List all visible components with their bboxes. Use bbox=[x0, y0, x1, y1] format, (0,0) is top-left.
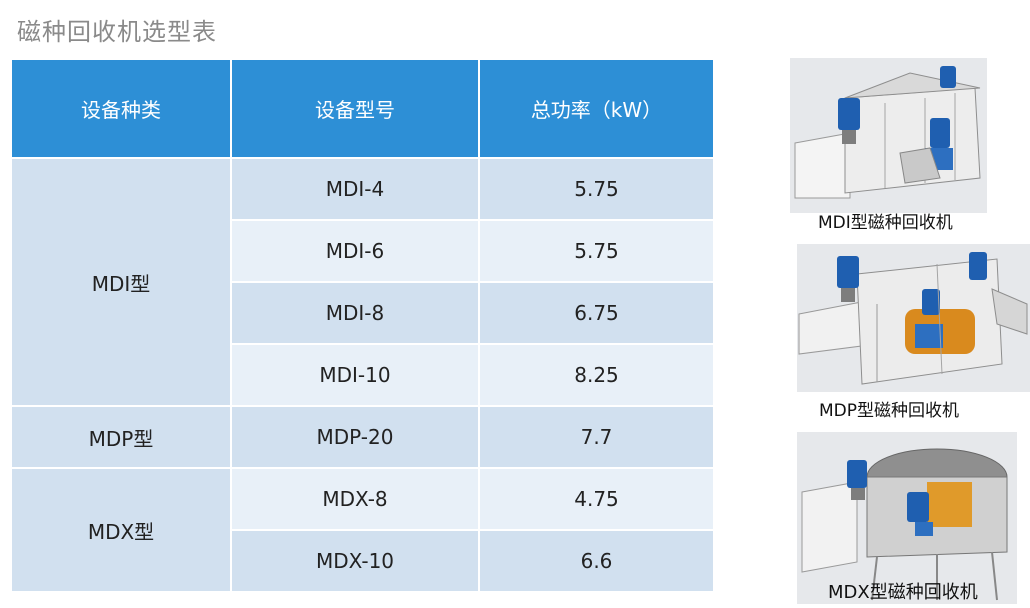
power-cell: 6.6 bbox=[479, 529, 713, 591]
category-cell-mdp: MDP型 bbox=[12, 405, 232, 468]
mdp-machine-image bbox=[797, 244, 1030, 392]
table-row: MDI-10 8.25 bbox=[12, 343, 713, 406]
header-equipment-type: 设备种类 bbox=[12, 60, 232, 158]
table-header-row: 设备种类 设备型号 总功率（kW） bbox=[12, 60, 713, 158]
mdi-caption: MDI型磁种回收机 bbox=[818, 213, 953, 233]
table-row: MDI-8 6.75 bbox=[12, 281, 713, 344]
model-cell: MDX-10 bbox=[231, 529, 480, 591]
header-total-power: 总功率（kW） bbox=[479, 60, 713, 158]
power-cell: 7.7 bbox=[479, 405, 713, 468]
table-row: MDP型 MDP-20 7.7 bbox=[12, 405, 713, 468]
power-cell: 4.75 bbox=[479, 467, 713, 530]
model-cell: MDX-8 bbox=[231, 467, 480, 530]
selection-table: 设备种类 设备型号 总功率（kW） MDI型 MDI-4 5.75 MDI-6 … bbox=[12, 60, 713, 591]
model-cell: MDI-10 bbox=[231, 343, 480, 406]
mdx-machine-image bbox=[797, 432, 1017, 604]
table-row: MDI-6 5.75 bbox=[12, 219, 713, 282]
model-cell: MDP-20 bbox=[231, 405, 480, 468]
model-cell: MDI-8 bbox=[231, 281, 480, 344]
mdp-caption: MDP型磁种回收机 bbox=[819, 401, 960, 421]
power-cell: 5.75 bbox=[479, 219, 713, 282]
mdx-caption: MDX型磁种回收机 bbox=[828, 582, 978, 603]
table-row: MDX-10 6.6 bbox=[12, 529, 713, 591]
table-row: MDI型 MDI-4 5.75 bbox=[12, 157, 713, 406]
category-cell-mdi: MDI型 bbox=[12, 157, 232, 406]
mdi-machine-image bbox=[790, 58, 987, 213]
power-cell: 8.25 bbox=[479, 343, 713, 406]
power-cell: 5.75 bbox=[479, 157, 713, 220]
page-title: 磁种回收机选型表 bbox=[17, 18, 217, 46]
header-equipment-model: 设备型号 bbox=[231, 60, 480, 158]
model-cell: MDI-6 bbox=[231, 219, 480, 282]
model-cell: MDI-4 bbox=[231, 157, 480, 220]
table-row: MDX型 MDX-8 4.75 bbox=[12, 467, 713, 591]
category-cell-mdx: MDX型 bbox=[12, 467, 232, 591]
power-cell: 6.75 bbox=[479, 281, 713, 344]
